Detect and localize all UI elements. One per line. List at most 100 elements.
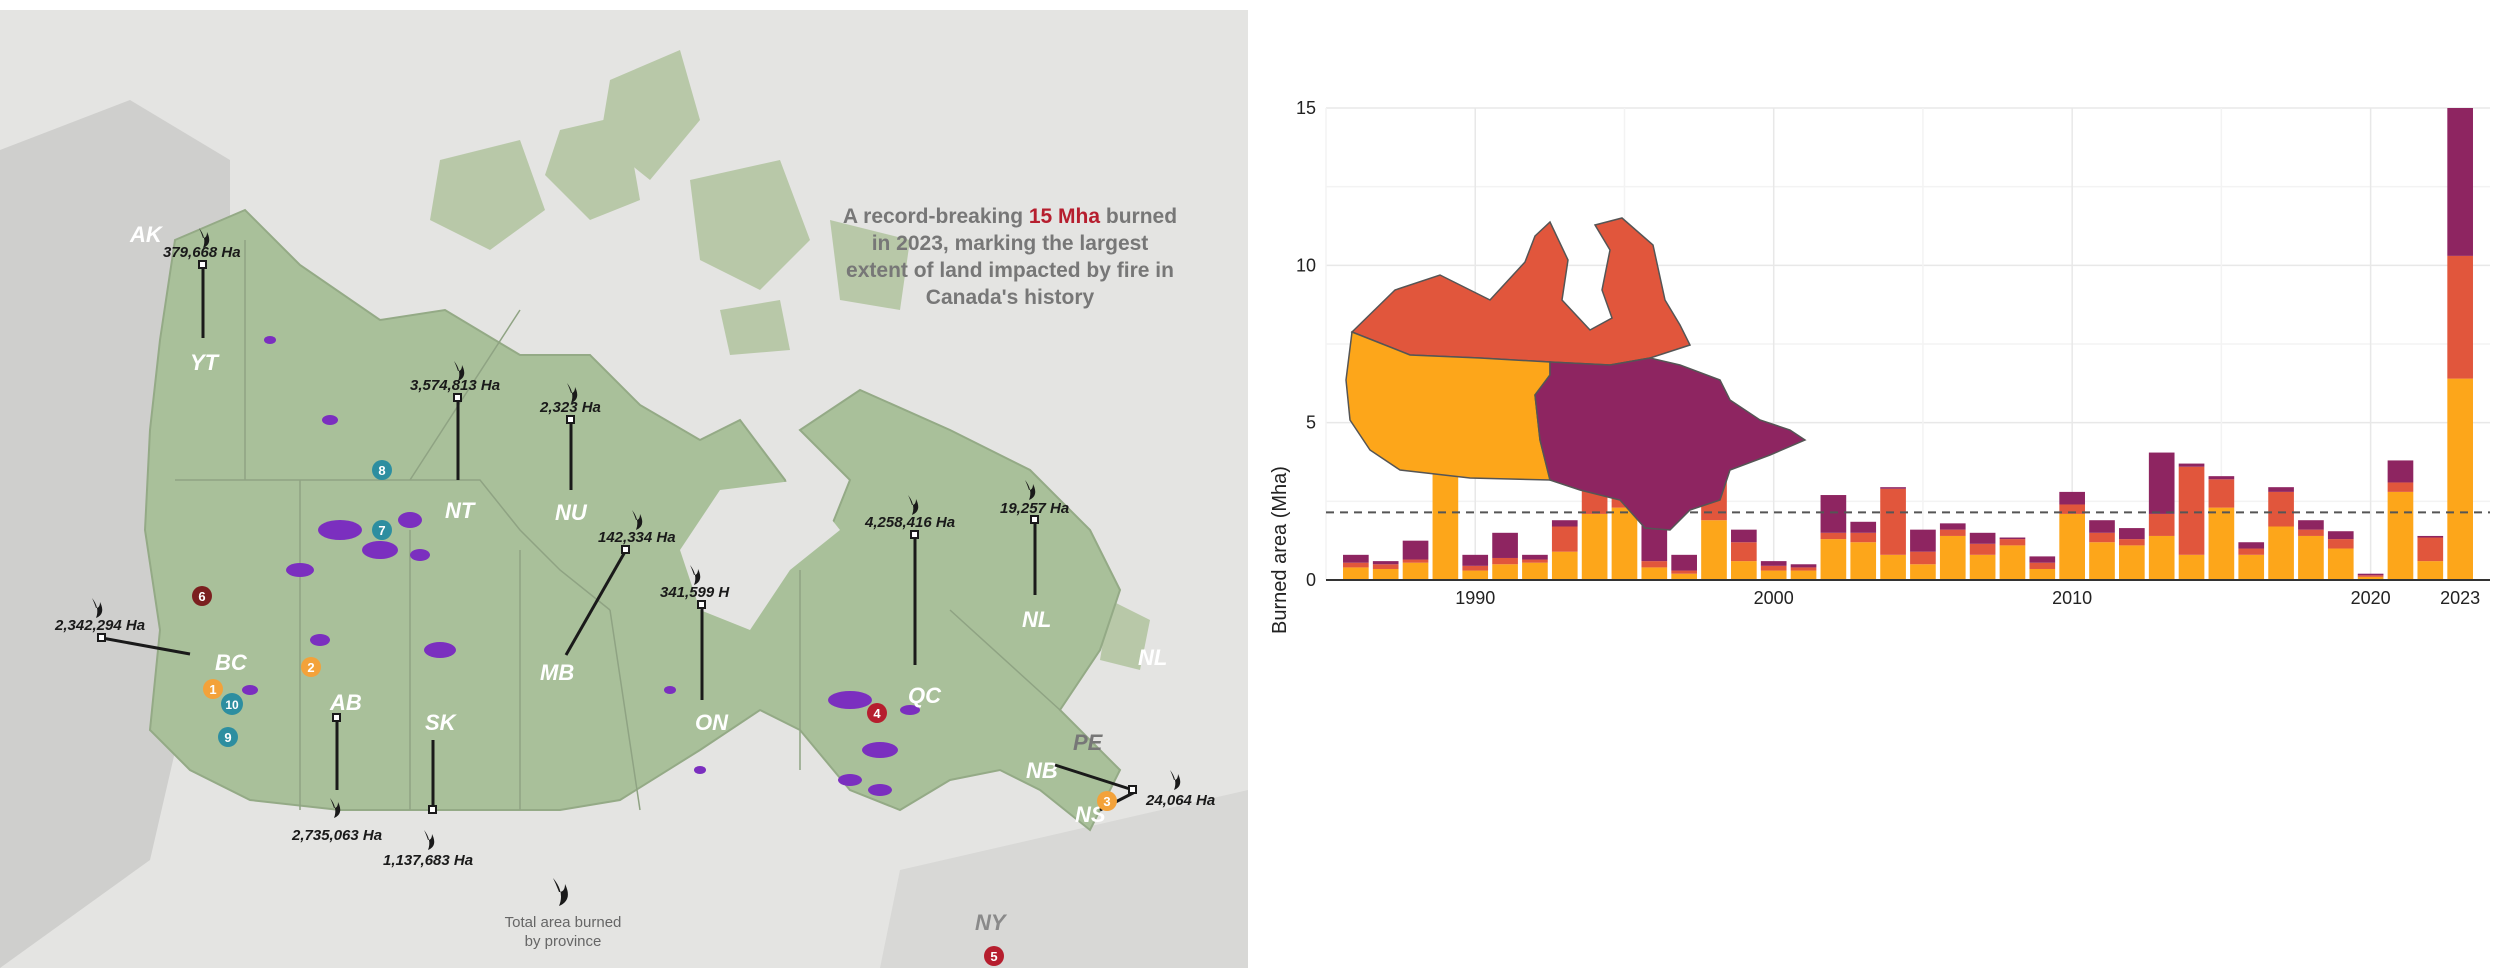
svg-text:extent of land impacted by fir: extent of land impacted by fire in <box>846 259 1174 282</box>
svg-text:by province: by province <box>525 933 602 950</box>
hudson-bay <box>680 480 840 630</box>
bar-2002-northern-canada <box>1820 532 1847 540</box>
bar-2006-northern-canada <box>1939 529 1966 536</box>
bar-1994-western-canada <box>1581 513 1608 580</box>
map-legend: Total area burned by province <box>505 914 622 950</box>
flame-icons <box>92 228 1181 906</box>
newfoundland <box>1100 600 1150 670</box>
x-tick-labels: 1990 2000 2010 2020 2023 <box>1455 588 2480 608</box>
flame-icon <box>424 830 435 850</box>
province-label-pe: PE <box>1073 730 1104 755</box>
bar-2011-northern-canada <box>2089 532 2115 543</box>
x-tick-label: 2020 <box>2351 588 2391 608</box>
y-tick-label: 15 <box>1296 98 1316 118</box>
marker-9: 9 <box>218 727 238 747</box>
bar-2015-northern-canada <box>2208 479 2235 508</box>
province-label-nl: NL <box>1022 607 1051 632</box>
svg-text:Canada's history: Canada's history <box>926 286 1095 309</box>
province-label-ab: AB <box>329 690 362 715</box>
province-label-bc: BC <box>215 650 248 675</box>
leader-lines <box>101 265 1136 812</box>
marker-7: 7 <box>372 520 392 540</box>
area-label-nt: 3,574,813 Ha <box>410 377 500 394</box>
bar-2000-eastern-canada <box>1760 561 1787 566</box>
province-label-nl-island: NL <box>1138 645 1167 670</box>
svg-text:Total area burned: Total area burned <box>505 914 622 931</box>
provincial-borders <box>175 240 1061 811</box>
bar-2012-western-canada <box>2119 545 2145 580</box>
flame-icon <box>567 383 578 403</box>
bar-2004-northern-canada <box>1880 488 1906 555</box>
y-tick-label: 0 <box>1306 570 1316 590</box>
area-label-nu: 2,323 Ha <box>539 399 601 416</box>
bar-1993-eastern-canada <box>1551 520 1578 527</box>
bar-1986-western-canada <box>1343 567 1369 580</box>
bar-2012-eastern-canada <box>2119 528 2145 540</box>
bar-1991-northern-canada <box>1492 557 1518 565</box>
bar-2004-eastern-canada <box>1880 487 1906 489</box>
marker-2: 2 <box>301 657 321 677</box>
bar-1991-western-canada <box>1492 564 1518 580</box>
bar-2018-eastern-canada <box>2298 520 2324 530</box>
svg-text:6: 6 <box>198 589 205 604</box>
province-label-on: ON <box>695 710 729 735</box>
y-tick-labels: 0 5 10 15 <box>1296 98 1316 590</box>
svg-text:1: 1 <box>209 682 216 697</box>
flame-icon <box>92 598 103 618</box>
bar-1988-northern-canada <box>1402 559 1429 563</box>
bar-1988-eastern-canada <box>1402 540 1429 560</box>
burned-area-chart: Burned area (Mha) 0 5 10 15 1990 2000 2010 202… <box>1269 98 2490 634</box>
province-label-sk: SK <box>425 710 458 735</box>
bar-2001-northern-canada <box>1790 567 1817 571</box>
bar-2005-western-canada <box>1910 564 1936 580</box>
bar-2017-western-canada <box>2268 526 2294 580</box>
bar-2012-northern-canada <box>2119 539 2145 546</box>
bar-2022-western-canada <box>2417 561 2444 580</box>
bar-2002-eastern-canada <box>1820 495 1847 533</box>
bar-2022-northern-canada <box>2417 537 2444 562</box>
svg-text:9: 9 <box>224 730 231 745</box>
svg-text:3: 3 <box>1103 794 1110 809</box>
arctic-island <box>690 160 810 290</box>
y-axis-label: Burned area (Mha) <box>1269 466 1291 634</box>
bar-2000-northern-canada <box>1760 565 1787 571</box>
bar-1987-western-canada <box>1372 568 1399 580</box>
leader-endpoints <box>97 260 1137 814</box>
bar-2021-western-canada <box>2387 491 2414 580</box>
bar-1997-northern-canada <box>1671 570 1697 574</box>
area-label-nl: 19,257 Ha <box>1000 500 1069 517</box>
x-tick-label: 2000 <box>1754 588 1794 608</box>
x-tick-label: 1990 <box>1455 588 1495 608</box>
bar-1997-eastern-canada <box>1671 554 1697 571</box>
bar-2007-eastern-canada <box>1969 532 1996 544</box>
bar-1987-eastern-canada <box>1372 561 1399 565</box>
grid <box>1325 107 2490 581</box>
bar-1987-northern-canada <box>1372 564 1399 569</box>
bar-1996-northern-canada <box>1641 561 1668 568</box>
bar-2015-eastern-canada <box>2208 476 2235 480</box>
fire-patches <box>242 336 920 796</box>
flame-icon <box>330 798 341 818</box>
bar-1995-western-canada <box>1611 507 1638 580</box>
flame-icon <box>199 228 210 248</box>
bar-2022-eastern-canada <box>2417 535 2444 538</box>
bar-1986-northern-canada <box>1343 562 1369 568</box>
marker-1: 1 <box>203 679 223 699</box>
flame-icon <box>632 510 643 530</box>
area-label-bc: 2,342,294 Ha <box>54 617 145 634</box>
bar-2021-northern-canada <box>2387 482 2414 492</box>
x-tick-label: 2010 <box>2052 588 2092 608</box>
arctic-island <box>430 140 545 250</box>
svg-text:7: 7 <box>378 523 385 538</box>
bar-2013-western-canada <box>2148 535 2175 580</box>
svg-text:4: 4 <box>873 706 881 721</box>
bar-2017-eastern-canada <box>2268 487 2294 492</box>
bar-1997-western-canada <box>1671 573 1697 580</box>
area-label-on: 341,599 H <box>660 584 730 601</box>
svg-text:8: 8 <box>378 463 385 478</box>
bar-2007-northern-canada <box>1969 543 1996 555</box>
y-tick-label: 10 <box>1296 255 1316 275</box>
bar-2013-eastern-canada <box>2148 452 2175 514</box>
province-label-nu: NU <box>555 500 588 525</box>
bar-2018-northern-canada <box>2298 529 2324 536</box>
